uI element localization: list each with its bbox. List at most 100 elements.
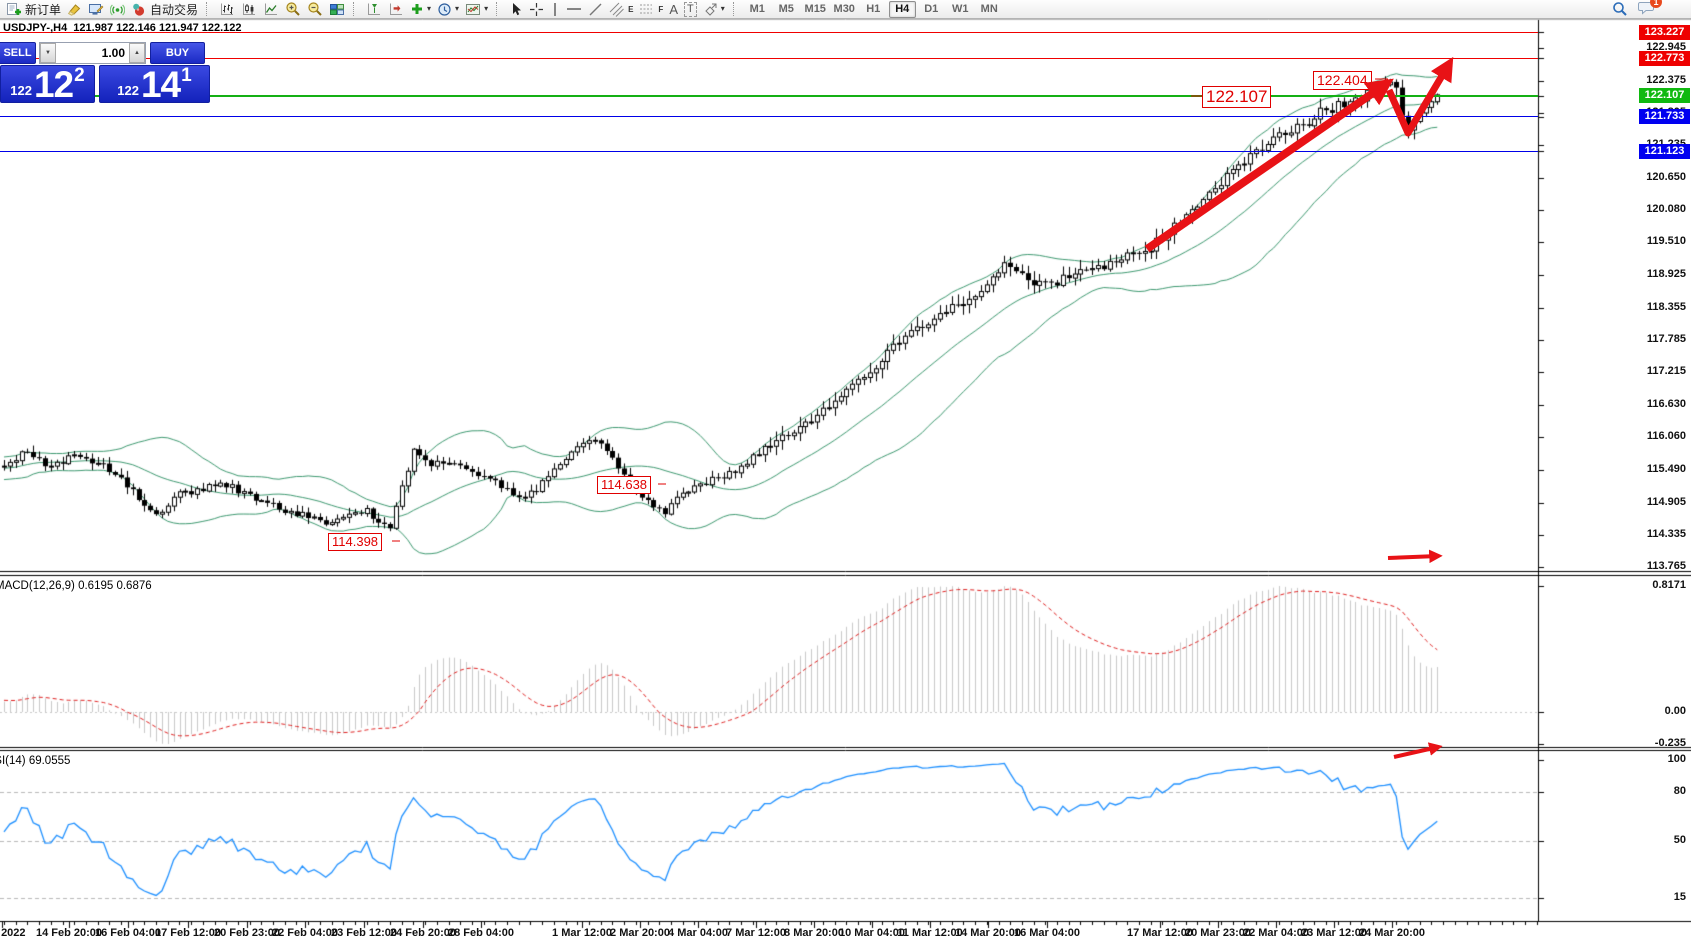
chevron-down-icon: ▾ xyxy=(427,4,432,13)
chevron-down-icon: ▾ xyxy=(484,4,489,13)
ask-prefix: 122 xyxy=(117,83,139,98)
cursor-tool-button[interactable] xyxy=(506,1,526,18)
text-label-icon: T xyxy=(683,1,697,17)
auto-scroll-icon xyxy=(390,3,403,15)
timeframe-w1[interactable]: W1 xyxy=(951,2,969,15)
bar-chart-icon xyxy=(221,3,234,15)
ask-pip-digit: 1 xyxy=(181,65,192,86)
bar-chart-button[interactable] xyxy=(216,1,238,18)
toolbar-right-group: 1 xyxy=(1612,0,1691,18)
highlighter-button[interactable] xyxy=(64,1,85,18)
macd-indicator-label: MACD(12,26,9) 0.6195 0.6876 xyxy=(0,580,152,592)
tile-windows-icon xyxy=(330,3,345,15)
rsi-indicator-label: RSI(14) 69.0555 xyxy=(0,755,71,767)
channel-letter: E xyxy=(628,4,634,14)
timeframe-d1[interactable]: D1 xyxy=(924,2,939,15)
trendline-tool-button[interactable] xyxy=(585,1,606,18)
bid-big-digits: 12 xyxy=(33,64,74,106)
autotrading-icon xyxy=(133,3,145,16)
timeframe-m15[interactable]: M15 xyxy=(804,2,826,15)
new-order-label: 新订单 xyxy=(25,2,62,17)
chevron-down-icon: ▾ xyxy=(455,4,460,13)
main-toolbar: 新订单 自动交易 xyxy=(0,0,1691,19)
text-label-tool-button[interactable]: T xyxy=(681,1,700,18)
zoom-in-icon xyxy=(286,2,300,16)
highlighter-icon xyxy=(67,3,81,16)
signals-button[interactable] xyxy=(107,1,128,18)
autotrading-button[interactable]: 自动交易 xyxy=(128,1,201,18)
spin-up-icon: ▲ xyxy=(134,50,140,56)
crosshair-icon xyxy=(530,2,544,16)
timeframe-h1[interactable]: H1 xyxy=(866,2,881,15)
zoom-out-icon xyxy=(308,2,322,16)
new-order-button[interactable]: 新订单 xyxy=(3,1,64,18)
timeframe-toolbar: M1 M5 M15 M30 H1 H4 D1 W1 MN xyxy=(743,0,1004,18)
notifications-button[interactable]: 1 xyxy=(1638,0,1662,18)
equidistant-channel-tool-button[interactable]: E xyxy=(606,1,636,18)
volume-input[interactable] xyxy=(56,43,129,63)
line-chart-icon xyxy=(265,3,278,15)
horizontal-line-icon xyxy=(567,8,582,10)
toolbar-separator xyxy=(496,2,503,16)
trendline-icon xyxy=(589,3,602,15)
candlestick-chart-button[interactable] xyxy=(238,1,260,18)
text-tool-button[interactable]: A xyxy=(666,1,681,18)
timeframe-m1[interactable]: M1 xyxy=(749,2,765,15)
chart-shift-icon xyxy=(368,3,381,15)
notification-badge: 1 xyxy=(1650,0,1662,8)
bid-pip-digit: 2 xyxy=(74,65,85,86)
metaeditor-icon xyxy=(89,3,104,15)
vertical-line-icon xyxy=(554,2,556,16)
autotrading-label: 自动交易 xyxy=(150,2,199,17)
zoom-out-button[interactable] xyxy=(304,1,326,18)
ohlc-info-line: USDJPY-,H4 121.987 122.146 121.947 122.1… xyxy=(3,22,242,34)
timeframe-h4[interactable]: H4 xyxy=(888,0,916,18)
fibonacci-tool-button[interactable]: F xyxy=(636,1,666,18)
add-indicator-button[interactable]: ▾ xyxy=(407,1,434,18)
bid-price-display[interactable]: 122 12 2 xyxy=(0,65,95,103)
volume-control: ▼ ▲ xyxy=(39,42,146,64)
equidistant-channel-icon xyxy=(609,2,624,17)
shapes-icon xyxy=(705,3,717,16)
candlestick-chart-icon xyxy=(243,3,256,15)
volume-increase-button[interactable]: ▲ xyxy=(129,43,145,63)
sell-button[interactable]: SELL xyxy=(0,42,36,64)
volume-decrease-button[interactable]: ▼ xyxy=(40,43,56,63)
toolbar-separator xyxy=(206,2,213,16)
clock-icon xyxy=(438,2,451,16)
ask-price-display[interactable]: 122 14 1 xyxy=(99,65,210,103)
auto-scroll-button[interactable] xyxy=(385,1,407,18)
cursor-icon xyxy=(513,2,522,15)
timeframe-m30[interactable]: M30 xyxy=(833,2,855,15)
metaeditor-button[interactable] xyxy=(85,1,107,18)
vertical-line-tool-button[interactable] xyxy=(547,1,563,18)
fibonacci-retracement-icon xyxy=(640,4,653,13)
tile-windows-button[interactable] xyxy=(326,1,348,18)
toolbar-separator xyxy=(732,2,740,16)
chart-shift-button[interactable] xyxy=(363,1,385,18)
signals-icon xyxy=(110,3,126,16)
template-icon xyxy=(466,3,481,15)
search-icon[interactable] xyxy=(1612,1,1628,17)
crosshair-tool-button[interactable] xyxy=(526,1,547,18)
spin-down-icon: ▼ xyxy=(45,50,51,56)
arrows-tool-button[interactable]: ▾ xyxy=(700,1,728,18)
new-order-icon xyxy=(7,2,21,15)
periods-button[interactable]: ▾ xyxy=(434,1,462,18)
timeframe-m5[interactable]: M5 xyxy=(778,2,794,15)
chevron-down-icon: ▾ xyxy=(720,4,725,13)
bid-prefix: 122 xyxy=(10,83,32,98)
toolbar-separator xyxy=(353,2,360,16)
text-icon: A xyxy=(669,1,678,17)
templates-button[interactable]: ▾ xyxy=(462,1,491,18)
fibonacci-letter: F xyxy=(658,4,664,14)
buy-button[interactable]: BUY xyxy=(150,42,205,64)
zoom-in-button[interactable] xyxy=(282,1,304,18)
timeframe-mn[interactable]: MN xyxy=(980,2,998,15)
add-indicator-icon xyxy=(412,4,423,14)
line-chart-button[interactable] xyxy=(260,1,282,18)
horizontal-line-tool-button[interactable] xyxy=(563,1,585,18)
